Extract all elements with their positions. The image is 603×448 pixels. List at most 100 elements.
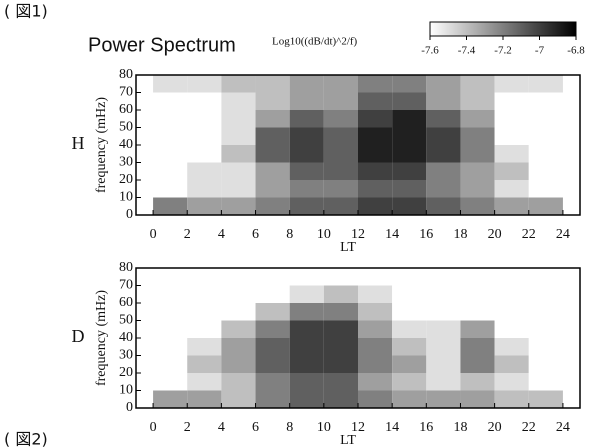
heatmap-cell bbox=[221, 268, 256, 286]
heatmap-cell bbox=[289, 390, 324, 408]
heatmap-cell bbox=[289, 285, 324, 303]
heatmap-cell bbox=[153, 303, 188, 321]
heatmap-cell bbox=[528, 390, 563, 408]
heatmap-cell bbox=[289, 127, 324, 145]
colorbar-tick-label: -7 bbox=[535, 45, 545, 57]
heatmap-cell bbox=[221, 303, 256, 321]
heatmap-cell bbox=[187, 110, 222, 128]
y-tick-label: 10 bbox=[119, 190, 133, 205]
heatmap-cell bbox=[494, 145, 529, 163]
heatmap-cell bbox=[528, 285, 563, 303]
heatmap-cell bbox=[323, 110, 358, 128]
heatmap-cell bbox=[187, 127, 222, 145]
heatmap-cell bbox=[528, 127, 563, 145]
heatmap-cell bbox=[426, 268, 461, 286]
heatmap-cell bbox=[187, 338, 222, 356]
heatmap-cell bbox=[426, 355, 461, 373]
colorbar bbox=[429, 21, 577, 37]
heatmap-cell bbox=[153, 127, 188, 145]
heatmap-cell bbox=[255, 75, 290, 93]
heatmap-cell bbox=[289, 355, 324, 373]
heatmap-cell bbox=[460, 390, 495, 408]
heatmap-cell bbox=[358, 320, 393, 338]
heatmap-cell bbox=[221, 320, 256, 338]
heatmap-cell bbox=[392, 303, 427, 321]
heatmap-cell bbox=[255, 197, 290, 215]
y-tick-label: 80 bbox=[119, 260, 133, 275]
heatmap-cell bbox=[460, 197, 495, 215]
y-tick-label: 50 bbox=[119, 313, 133, 328]
figure-label: ( 図2) bbox=[4, 430, 48, 448]
heatmap-cell bbox=[221, 355, 256, 373]
heatmap-cell bbox=[392, 197, 427, 215]
heatmap-cell bbox=[323, 127, 358, 145]
heatmap-cell bbox=[289, 320, 324, 338]
heatmap-cell bbox=[153, 355, 188, 373]
heatmap-cell bbox=[528, 197, 563, 215]
heatmap-cell bbox=[528, 355, 563, 373]
x-tick-label: 4 bbox=[218, 227, 225, 242]
heatmap-cell bbox=[426, 75, 461, 93]
heatmap-cell bbox=[289, 268, 324, 286]
y-tick-label: 10 bbox=[119, 383, 133, 398]
heatmap-cell bbox=[392, 145, 427, 163]
heatmap-cell bbox=[255, 285, 290, 303]
heatmap-cell bbox=[187, 373, 222, 391]
x-tick-label: 18 bbox=[453, 420, 467, 435]
heatmap-cell bbox=[289, 75, 324, 93]
heatmap-cell bbox=[323, 180, 358, 198]
heatmap-cell bbox=[289, 162, 324, 180]
heatmap-cell bbox=[358, 373, 393, 391]
y-tick-label: 70 bbox=[119, 278, 133, 293]
heatmap-cell bbox=[460, 180, 495, 198]
heatmap-cell bbox=[153, 197, 188, 215]
heatmap-cell bbox=[255, 390, 290, 408]
heatmap-cell bbox=[358, 285, 393, 303]
colorbar-tick-label: -6.8 bbox=[567, 45, 585, 57]
heatmap-cell bbox=[392, 320, 427, 338]
heatmap-cell bbox=[426, 92, 461, 110]
heatmap-cell bbox=[358, 197, 393, 215]
x-axis-label: LT bbox=[340, 240, 356, 255]
heatmap-cell bbox=[426, 373, 461, 391]
heatmap-cell bbox=[187, 180, 222, 198]
heatmap-cell bbox=[289, 373, 324, 391]
heatmap-cell bbox=[289, 197, 324, 215]
heatmap-cell bbox=[187, 92, 222, 110]
heatmap-cell bbox=[358, 390, 393, 408]
heatmap-cell bbox=[323, 320, 358, 338]
heatmap-cell bbox=[528, 268, 563, 286]
heatmap-cell bbox=[494, 285, 529, 303]
x-tick-label: 24 bbox=[556, 227, 570, 242]
heatmap-cell bbox=[358, 338, 393, 356]
x-tick-label: 8 bbox=[286, 227, 293, 242]
heatmap-cell bbox=[460, 268, 495, 286]
heatmap-cell bbox=[392, 338, 427, 356]
heatmap-cell bbox=[255, 145, 290, 163]
y-tick-label: 20 bbox=[119, 365, 133, 380]
y-tick-label: 30 bbox=[119, 348, 133, 363]
heatmap-cell bbox=[494, 390, 529, 408]
heatmap-cell bbox=[460, 162, 495, 180]
x-tick-label: 16 bbox=[419, 227, 433, 242]
heatmap-cell bbox=[153, 162, 188, 180]
heatmap-cell bbox=[528, 320, 563, 338]
heatmap-cell bbox=[153, 268, 188, 286]
heatmap-cell bbox=[221, 127, 256, 145]
heatmap-cell bbox=[392, 110, 427, 128]
heatmap-cell bbox=[255, 268, 290, 286]
heatmap-cell bbox=[494, 180, 529, 198]
heatmap-cell bbox=[187, 162, 222, 180]
heatmap-cell bbox=[426, 127, 461, 145]
x-tick-label: 12 bbox=[351, 227, 365, 242]
heatmap-cell bbox=[358, 75, 393, 93]
heatmap-cell bbox=[460, 145, 495, 163]
heatmap-cell bbox=[392, 390, 427, 408]
heatmap-cell bbox=[392, 92, 427, 110]
y-tick-label: 40 bbox=[119, 137, 133, 152]
heatmap-cell bbox=[187, 285, 222, 303]
y-tick-label: 60 bbox=[119, 102, 133, 117]
heatmap-cell bbox=[187, 145, 222, 163]
heatmap-cell bbox=[528, 373, 563, 391]
